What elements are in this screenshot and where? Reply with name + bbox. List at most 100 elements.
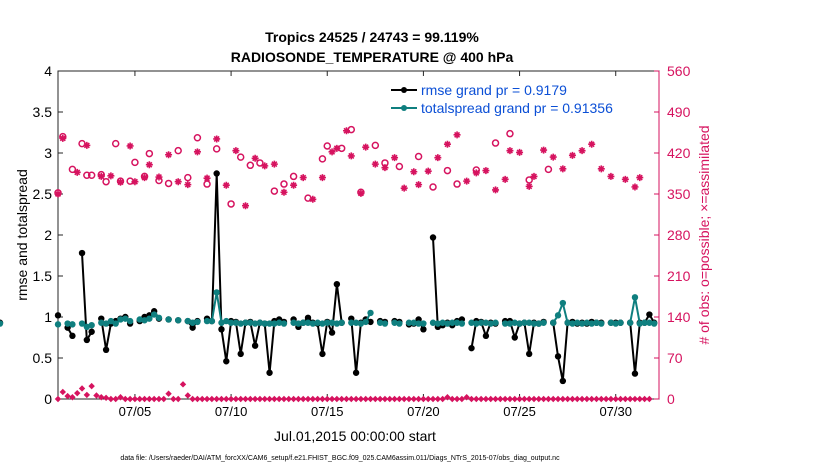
obs-bottom-point [622,395,629,403]
obs-assimilated-point [357,189,365,197]
obs-bottom-point [146,395,153,403]
obs-assimilated-point [530,172,538,180]
spread-point [98,319,105,326]
rmse-point [218,326,225,333]
obs-bottom-point [425,395,432,403]
spread-point [405,319,413,326]
spread-point [261,320,268,327]
obs-bottom-point [83,391,91,399]
obs-assimilated-point [117,178,125,186]
obs-bottom-point [612,395,619,403]
spread-point [641,319,648,326]
obs-bottom-point [545,395,552,403]
legend-spread-label: totalspread grand pr = 0.91356 [421,100,613,116]
obs-assimilated-point [251,154,259,162]
rmse-point [223,358,230,365]
obs-assimilated-point [443,140,451,148]
rmse-point [511,334,518,341]
obs-bottom-point [285,395,292,403]
obs-bottom-point [271,395,278,403]
obs-bottom-point [194,395,201,403]
obs-possible-point [174,146,182,155]
spread-point [102,320,110,327]
obs-possible-point [289,172,298,181]
spread-point [189,319,196,326]
spread-point [78,320,86,327]
obs-bottom-point [636,395,643,403]
obs-bottom-point [64,392,71,400]
obs-assimilated-point [299,174,307,182]
rmse-point [554,353,562,360]
obs-assimilated-point [83,141,91,149]
spread-point [227,319,235,326]
obs-bottom-point [593,395,600,403]
spread-point [381,320,389,327]
obs-possible-point [280,180,288,188]
spread-series [0,289,658,331]
x-tick-label: 07/20 [407,404,440,419]
spread-point [487,320,494,327]
obs-bottom-point [112,395,119,403]
spread-point [146,315,153,322]
obs-bottom-point [247,395,254,403]
obs-bottom-point [69,394,76,401]
rmse-point [559,377,567,385]
obs-assimilated-point [492,186,500,194]
obs-bottom-point [506,395,514,403]
spread-point [175,317,182,324]
rmse-point [83,336,91,344]
spread-point [439,319,446,326]
obs-bottom-point [107,395,115,403]
spread-point [598,320,605,327]
spread-point [521,319,528,326]
obs-assimilated-point [588,140,596,148]
obs-possible-point [164,179,173,188]
spread-point [535,320,542,327]
obs-bottom-point [304,395,312,403]
spread-point [64,320,71,327]
obs-possible-point [184,173,192,182]
obs-bottom-point [376,395,384,403]
spread-point [319,320,326,327]
obs-bottom-point [516,395,523,403]
obs-bottom-point [386,395,393,403]
y-tick-label-left: 3 [44,145,52,161]
spread-point [304,319,312,326]
spread-point [208,317,216,325]
obs-bottom-point [607,395,615,403]
rmse-point [304,314,312,322]
obs-possible-point [145,149,154,158]
obs-assimilated-point [597,165,605,173]
obs-assimilated-point [222,181,230,189]
obs-bottom-point [352,395,360,403]
rmse-point [213,170,220,177]
spread-point [256,319,264,326]
obs-bottom-point [357,395,365,403]
obs-bottom-point [617,395,624,403]
obs-assimilated-series [54,127,644,210]
y-tick-label-left: 1 [44,309,52,325]
obs-assimilated-point [342,127,350,135]
obs-bottom-point [540,395,547,403]
obs-bottom-point [333,395,341,403]
obs-assimilated-point [174,178,182,186]
spread-point [194,318,201,326]
obs-bottom-point [501,395,509,403]
obs-bottom-point [449,395,456,403]
rmse-point [482,332,490,340]
obs-bottom-point [175,395,182,403]
obs-bottom-point [218,395,225,403]
spread-point [559,299,567,307]
obs-assimilated-point [270,160,278,168]
obs-bottom-point [391,395,398,403]
obs-assimilated-point [472,169,480,177]
rmse-point [189,324,196,331]
y-tick-label-left: 0.5 [33,350,53,366]
spread-point [309,320,317,327]
spread-point [290,319,297,326]
obs-assimilated-point [434,154,442,162]
spread-point [453,319,461,326]
obs-assimilated-point [501,175,509,183]
y-tick-label-left: 2.5 [33,186,53,202]
spread-point [54,321,62,328]
